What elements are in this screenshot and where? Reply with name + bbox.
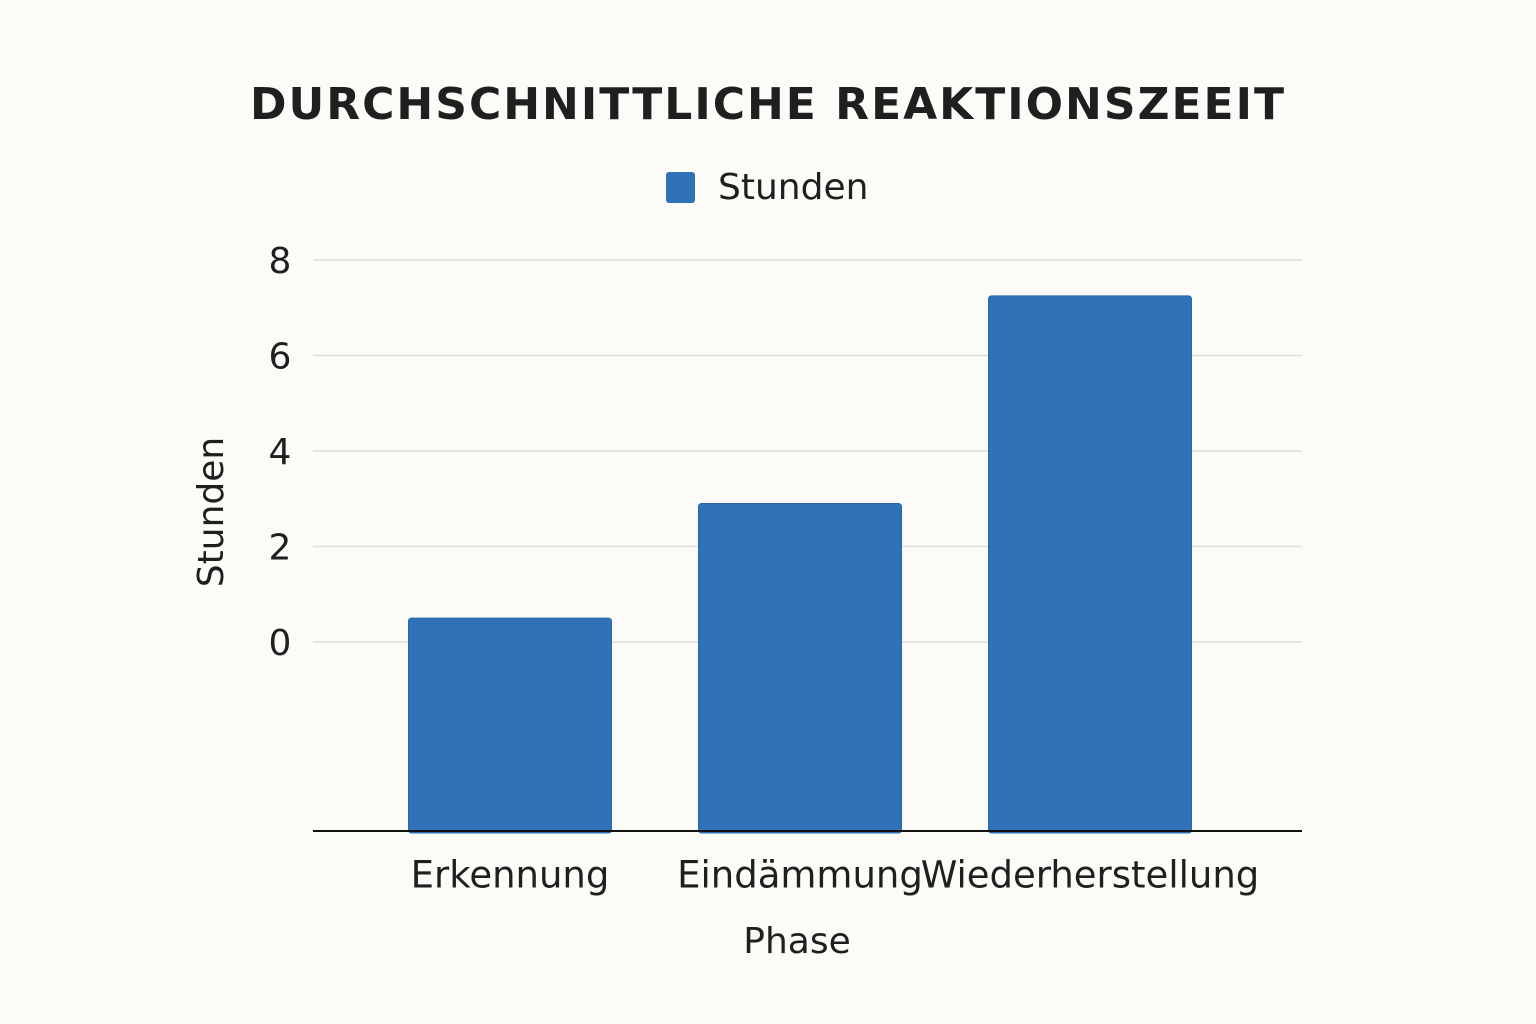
x-axis-title: Phase [743,921,851,962]
x-tick-label: Eindämmung [677,854,923,897]
x-tick-label: Wiederherstellung [921,854,1260,897]
bar [408,617,612,834]
y-axis-title: Stunden [191,437,232,587]
bar [988,295,1192,834]
y-tick-label: 4 [269,432,292,473]
y-tick-label: 8 [269,241,292,282]
bar [698,503,902,834]
y-tick-label: 0 [269,623,292,664]
legend-swatch [666,172,695,203]
y-tick-label: 6 [269,337,292,378]
x-tick-label: Erkennung [411,854,610,897]
y-tick-label: 2 [269,528,292,569]
legend-label: Stunden [718,167,868,208]
chart-title: DURCHSCHNITTLICHE REAKTIONSZEEIT [250,79,1286,130]
